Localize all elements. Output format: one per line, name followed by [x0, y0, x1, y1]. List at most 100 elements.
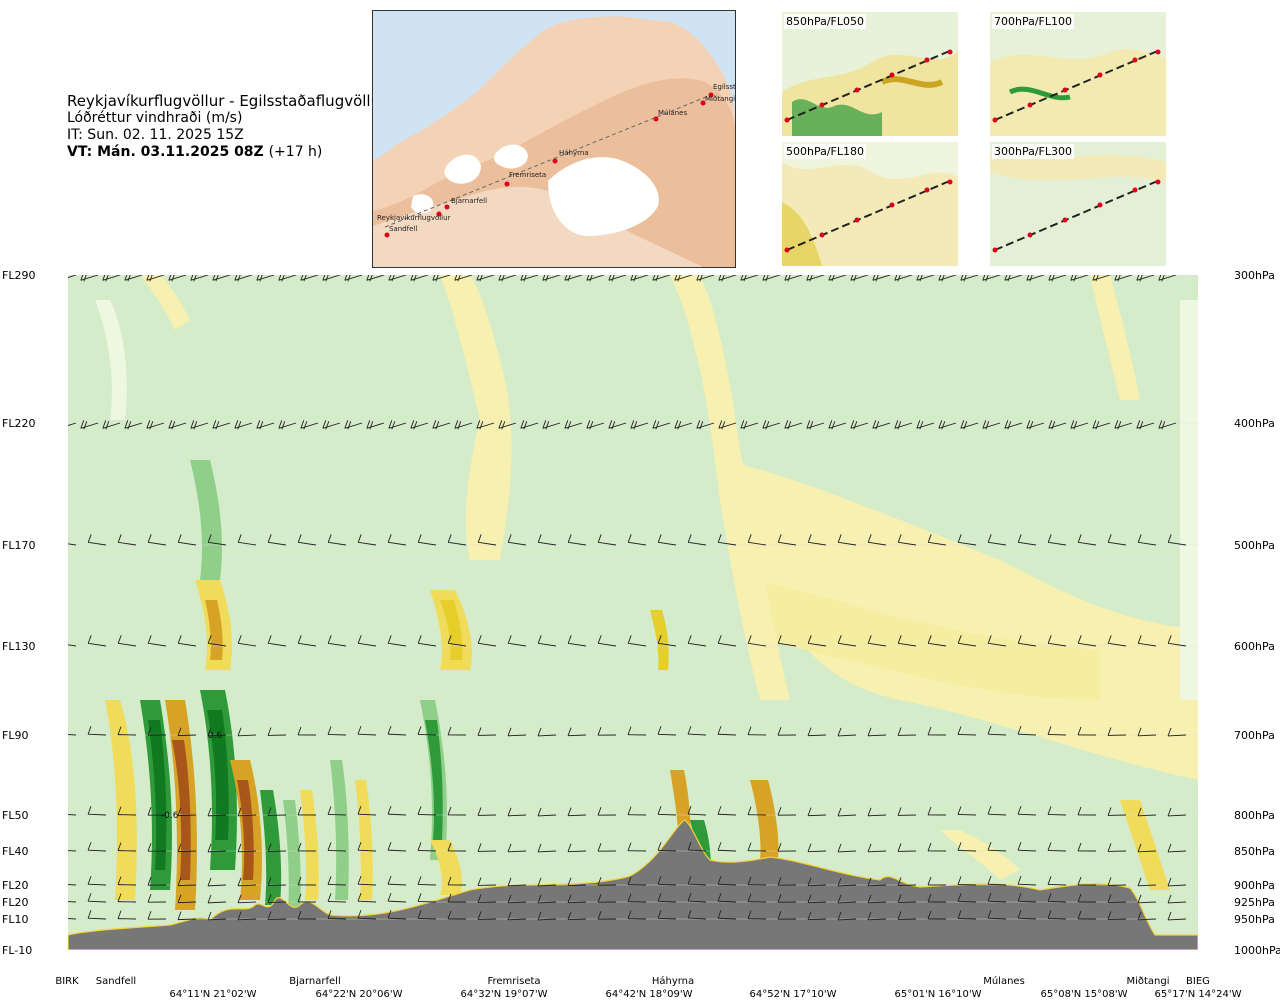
wind-barb [717, 910, 737, 920]
wind-barb [387, 892, 407, 903]
wind-barb [234, 420, 253, 430]
wind-barb [957, 876, 977, 886]
wind-barb [1070, 420, 1089, 430]
wind-barb [1092, 275, 1111, 282]
wind-barb [1077, 842, 1097, 852]
thumbnail-300[interactable]: 300hPa/FL300 [990, 142, 1166, 266]
wind-barb [297, 635, 317, 647]
wind-barb [717, 842, 737, 852]
wind-barb [657, 842, 677, 852]
wind-barb [117, 910, 137, 920]
wind-barb [867, 807, 887, 817]
wind-barb [68, 644, 77, 647]
wind-barb [674, 420, 693, 430]
wind-barb [177, 911, 197, 921]
wind-barb [447, 806, 467, 816]
wind-barb [657, 893, 677, 903]
wind-barb [837, 894, 857, 904]
wind-barb [507, 843, 527, 853]
wind-barb [177, 807, 197, 817]
wind-barb [432, 420, 451, 430]
wind-barb [657, 635, 677, 647]
wind-barb [537, 877, 557, 887]
wind-barb [267, 843, 287, 852]
wind-barb [327, 910, 347, 920]
wind-barb [476, 275, 495, 282]
wind-barb [897, 534, 917, 546]
wind-barb [747, 534, 767, 546]
wind-barb [1137, 894, 1157, 904]
wind-barb [267, 911, 287, 920]
wind-barb [567, 534, 587, 546]
wind-barb [1077, 635, 1097, 647]
wind-barb [1167, 807, 1187, 817]
wind-barb [177, 727, 197, 737]
thumbnail-500[interactable]: 500hPa/FL180 [782, 142, 958, 266]
wind-barb [124, 275, 143, 282]
wind-barb [190, 275, 209, 282]
wind-barb [627, 806, 647, 816]
wind-barb [212, 420, 231, 430]
wind-barb [927, 726, 947, 736]
thumb-map-300 [990, 142, 1166, 266]
wind-barb [388, 420, 407, 430]
wind-barb [344, 420, 363, 430]
wind-barb [897, 894, 917, 903]
x-coordinate-label: 65°08'N 15°08'W [1041, 989, 1128, 1000]
wind-barb [837, 877, 857, 887]
wind-barb [696, 420, 715, 430]
wind-barb [657, 910, 677, 920]
wind-barb [1107, 807, 1127, 816]
wind-barb [806, 420, 825, 430]
wind-barb [542, 275, 561, 282]
wind-barb [1017, 635, 1037, 647]
wind-barb [927, 876, 947, 886]
thumbnail-850[interactable]: 850hPa/FL050 [782, 12, 958, 136]
wind-barb [747, 893, 767, 903]
wind-barb [87, 726, 107, 736]
wind-barb [957, 726, 977, 736]
wind-barb [498, 275, 517, 282]
thumb-map-850 [782, 12, 958, 136]
wind-barb [117, 635, 137, 647]
map-label-bjarnarfell: Bjarnarfell [451, 197, 487, 205]
map-label-hahyrna: Háhyrna [559, 149, 589, 157]
wind-barb [927, 910, 947, 920]
wind-barb [1107, 635, 1127, 647]
wind-barb [837, 635, 857, 647]
wind-barb [807, 534, 827, 546]
wind-barb [1137, 635, 1157, 647]
wind-barb [1107, 877, 1127, 886]
wind-barb [68, 275, 77, 278]
wind-barb [68, 422, 77, 426]
wind-barb [567, 911, 587, 921]
x-station-label: Háhyrna [652, 975, 694, 987]
wind-barb [507, 807, 527, 817]
wind-barb [207, 727, 227, 737]
wind-barb [747, 876, 767, 886]
wind-barb [957, 534, 977, 546]
wind-barb [567, 807, 587, 817]
wind-barb [327, 726, 347, 736]
wind-barb [1137, 807, 1157, 817]
wind-barb [747, 910, 767, 920]
wind-barb [627, 726, 647, 736]
wind-barb [177, 843, 197, 853]
wind-barb [897, 843, 917, 852]
thumb-label-500: 500hPa/FL180 [784, 144, 867, 159]
x-coordinate-label: 65°17'N 14°24'W [1155, 989, 1242, 1000]
route-map: Reykjavíkurflugvöllur Sandfell Bjarnarfe… [372, 10, 736, 268]
wind-barb [687, 635, 707, 647]
wind-barb [146, 420, 165, 430]
wind-barb [567, 843, 587, 853]
wind-barb [498, 420, 517, 430]
wind-barb [957, 806, 977, 816]
wind-barb [927, 842, 947, 852]
wind-barb [850, 420, 869, 430]
map-label-fremriseta: Fremriseta [509, 171, 546, 179]
left-axis-label: FL40 [2, 845, 28, 858]
wind-barb [477, 877, 497, 886]
thumbnail-700[interactable]: 700hPa/FL100 [990, 12, 1166, 136]
wind-barb [717, 806, 737, 816]
valid-time: VT: Mán. 03.11.2025 08Z (+17 h) [67, 144, 323, 160]
